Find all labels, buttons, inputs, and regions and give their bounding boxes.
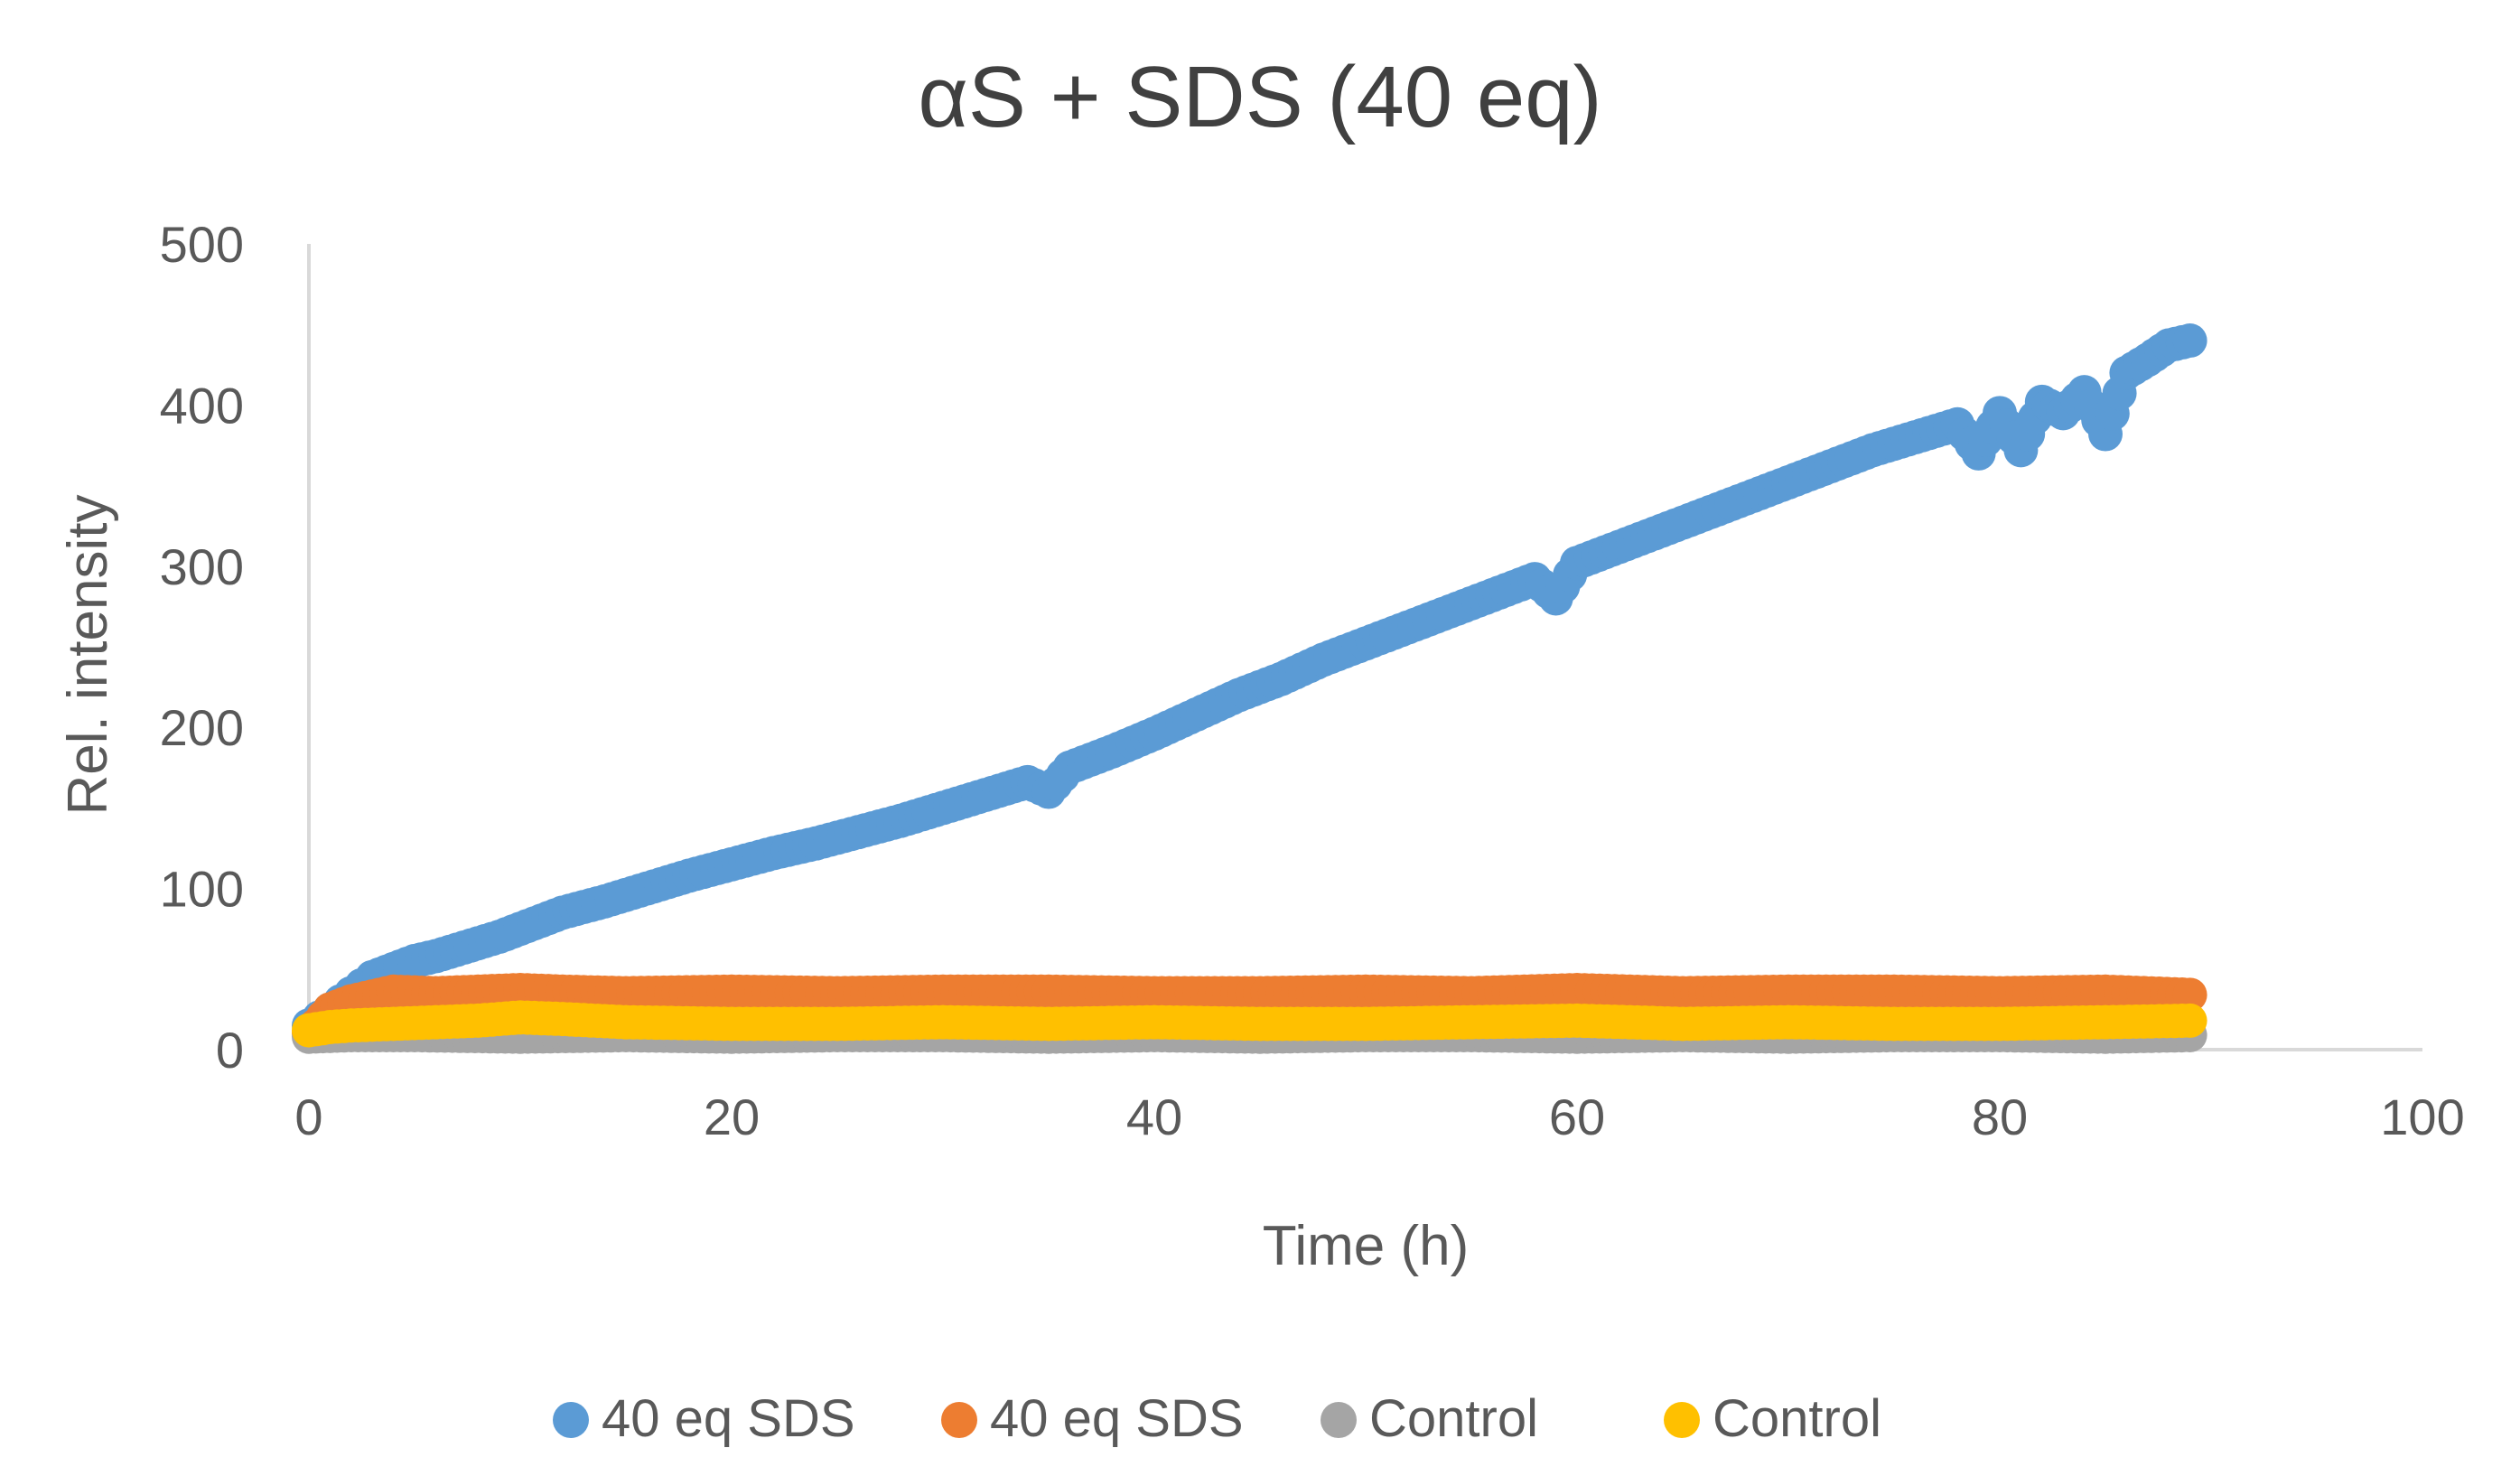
legend-item: Control [1664, 1389, 1881, 1448]
legend-label: 40 eq SDS [602, 1389, 855, 1448]
series-layer [292, 323, 2207, 1054]
series-4 [292, 1000, 2207, 1048]
y-tick-label: 0 [216, 1022, 244, 1079]
data-point [2172, 977, 2207, 1013]
chart-title: αS + SDS (40 eq) [918, 49, 1601, 145]
legend-marker [1664, 1402, 1700, 1438]
x-tick-label: 100 [2380, 1088, 2464, 1145]
legend-label: Control [1369, 1389, 1538, 1448]
data-point [2172, 1003, 2207, 1038]
axes: 0 20 40 60 80 100 0 100 200 300 400 500 [160, 216, 2465, 1145]
legend-item: 40 eq SDS [553, 1389, 855, 1448]
x-axis-label: Time (h) [1263, 1215, 1469, 1277]
y-tick-label: 500 [160, 216, 244, 273]
y-tick-label: 400 [160, 377, 244, 434]
x-tick-label: 40 [1126, 1088, 1182, 1145]
legend-item: Control [1321, 1389, 1538, 1448]
legend: 40 eq SDS 40 eq SDS Control Control [553, 1389, 1881, 1448]
y-tick-label: 200 [160, 699, 244, 756]
y-tick-label: 100 [160, 861, 244, 918]
legend-marker [553, 1402, 589, 1438]
y-axis-label: Rel. intensity [57, 495, 119, 816]
legend-label: Control [1713, 1389, 1881, 1448]
x-tick-label: 0 [294, 1088, 322, 1145]
legend-label: 40 eq SDS [990, 1389, 1244, 1448]
x-tick-label: 20 [704, 1088, 760, 1145]
legend-item: 40 eq SDS [941, 1389, 1244, 1448]
y-tick-label: 300 [160, 538, 244, 595]
x-tick-label: 60 [1549, 1088, 1605, 1145]
series-1 [292, 323, 2207, 1043]
legend-marker [1321, 1402, 1357, 1438]
legend-marker [941, 1402, 977, 1438]
x-tick-label: 80 [1972, 1088, 2028, 1145]
data-point [2172, 323, 2207, 359]
